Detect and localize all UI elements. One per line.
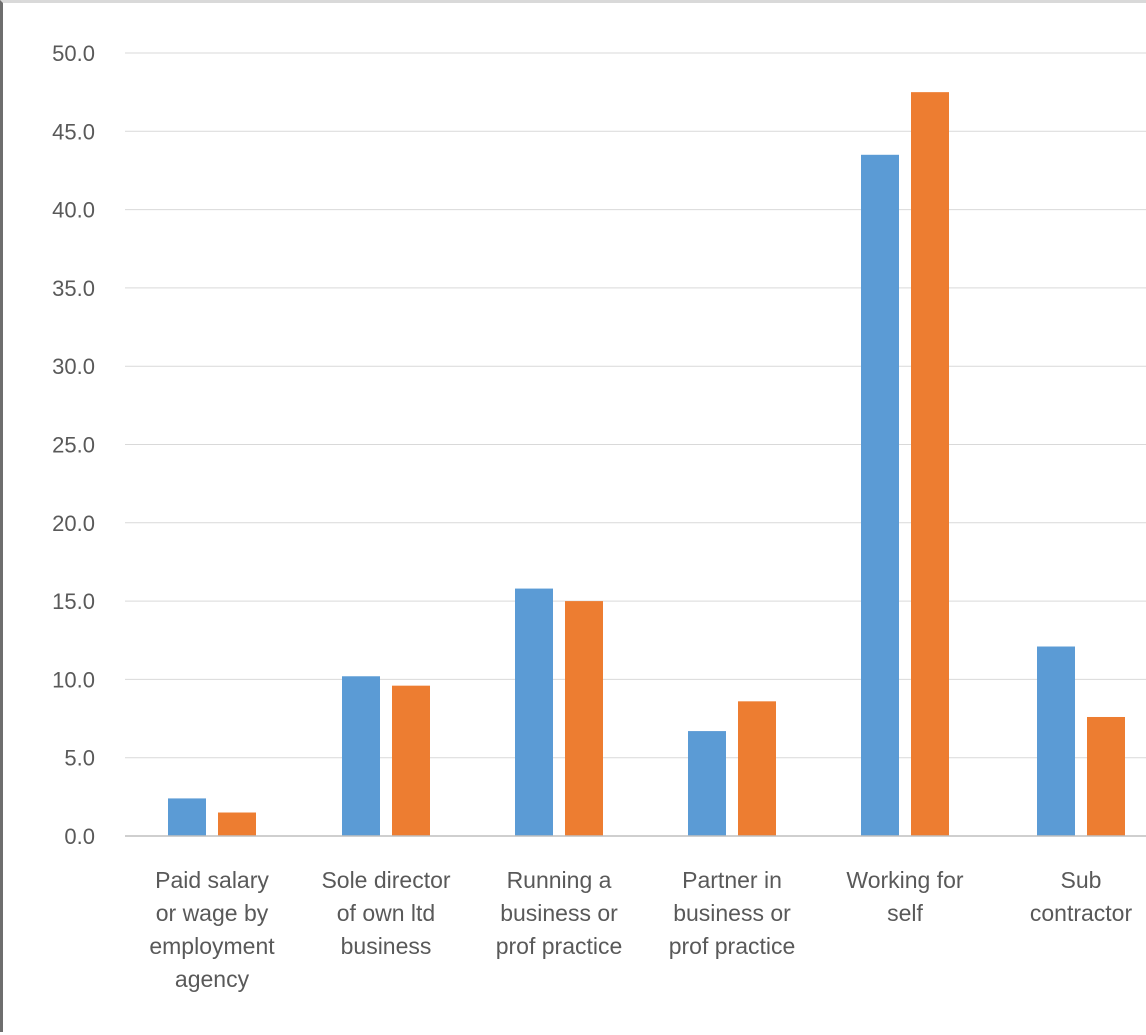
- bar-series-2: [1087, 716, 1125, 836]
- x-category-label-line: contractor: [1030, 900, 1133, 926]
- x-category-label-line: business: [341, 933, 432, 959]
- x-category-label: Partner in business or prof practice: [669, 867, 796, 959]
- y-tick-label: 50.0: [52, 41, 95, 66]
- y-tick-label: 15.0: [52, 589, 95, 614]
- x-axis-labels: Paid salary or wage by employment agency Sol…: [149, 867, 1132, 992]
- x-category-label-line: employment: [149, 933, 275, 959]
- y-tick-label: 35.0: [52, 276, 95, 301]
- x-category-label-line: Working for: [846, 867, 964, 893]
- x-category-label-line: Sole director: [321, 867, 450, 893]
- x-category-label: Sub contractor: [1030, 867, 1133, 926]
- x-category-label: Running a business or prof practice: [496, 867, 623, 959]
- x-category-label: Sole director of own ltd business: [321, 867, 450, 959]
- bar-series-1: [515, 588, 553, 836]
- bar-series-2: [911, 92, 949, 836]
- bar-series-1: [861, 154, 899, 837]
- x-category-label-line: Partner in: [682, 867, 782, 893]
- y-tick-label: 30.0: [52, 354, 95, 379]
- bar-series-2: [738, 701, 776, 836]
- x-category-label-line: prof practice: [496, 933, 623, 959]
- bar-series-1: [688, 731, 726, 836]
- x-category-label: Working for self: [846, 867, 964, 926]
- bar-series-2: [392, 685, 430, 836]
- x-category-label-line: business or: [500, 900, 618, 926]
- y-tick-label: 25.0: [52, 433, 95, 458]
- bar-series-1: [1037, 646, 1075, 836]
- grid-lines: [125, 52, 1146, 759]
- x-category-label-line: or wage by: [156, 900, 269, 926]
- x-category-label: Paid salary or wage by employment agency: [149, 867, 275, 992]
- x-category-label-line: prof practice: [669, 933, 796, 959]
- bars: [168, 92, 1125, 837]
- bar-series-2: [565, 601, 603, 836]
- y-tick-label: 40.0: [52, 198, 95, 223]
- x-category-label-line: agency: [175, 966, 250, 992]
- bar-series-2: [218, 812, 256, 836]
- bar-series-1: [168, 798, 206, 836]
- x-category-label-line: Running a: [507, 867, 612, 893]
- y-tick-label: 20.0: [52, 511, 95, 536]
- y-tick-label: 10.0: [52, 667, 95, 692]
- y-tick-label: 0.0: [64, 824, 95, 849]
- bar-chart: 0.0 5.0 10.0 15.0 20.0 25.0 30.0 35.0 40.0 45.0 50…: [52, 41, 1146, 992]
- y-tick-label: 45.0: [52, 119, 95, 144]
- x-category-label-line: Paid salary: [155, 867, 269, 893]
- x-category-label-line: business or: [673, 900, 791, 926]
- x-category-label-line: Sub: [1061, 867, 1102, 893]
- bar-series-1: [342, 676, 380, 836]
- x-category-label-line: of own ltd: [337, 900, 435, 926]
- y-tick-label: 5.0: [64, 746, 95, 771]
- y-axis-ticks: 0.0 5.0 10.0 15.0 20.0 25.0 30.0 35.0 40.0 45.0 50…: [52, 41, 95, 849]
- x-category-label-line: self: [887, 900, 923, 926]
